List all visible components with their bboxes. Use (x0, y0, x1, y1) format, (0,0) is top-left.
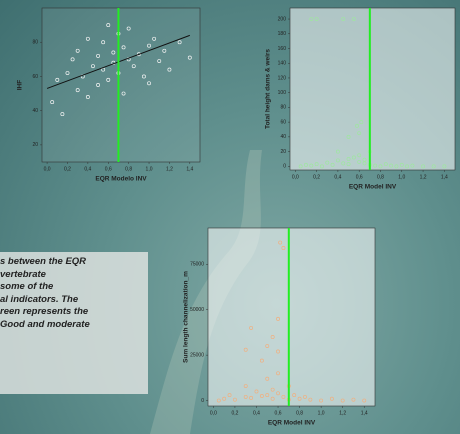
y-tick-label: 20 (280, 149, 286, 155)
x-tick-label: 1,2 (166, 166, 173, 172)
y-tick-label: 80 (280, 105, 286, 111)
x-tick-label: 1,2 (420, 174, 427, 180)
x-axis-title: EQR Modelo INV (95, 176, 147, 183)
x-tick-label: 0,4 (84, 166, 91, 172)
caption-line: al indicators. The (0, 294, 144, 307)
y-tick-label: 75000 (190, 262, 204, 268)
x-tick-label: 0,6 (356, 174, 363, 180)
y-tick-label: 50000 (190, 307, 204, 313)
caption-line: some of the (0, 281, 144, 294)
y-tick-label: 25000 (190, 352, 204, 358)
y-tick-label: 0 (201, 398, 204, 404)
y-tick-label: 40 (32, 108, 38, 114)
y-axis-title: Sum length channelization_m (183, 271, 190, 363)
x-tick-label: 0,6 (105, 166, 112, 172)
x-axis-title: EQR Model INV (349, 184, 397, 191)
caption-line: s between the EQR (0, 256, 144, 269)
x-tick-label: 1,0 (146, 166, 153, 172)
y-tick-label: 160 (278, 46, 287, 52)
x-tick-label: 0,2 (64, 166, 71, 172)
y-tick-label: 100 (278, 90, 287, 96)
x-tick-label: 0,6 (275, 410, 282, 416)
x-tick-label: 1,4 (186, 166, 193, 172)
y-tick-label: 180 (278, 31, 287, 37)
x-tick-label: 1,0 (318, 410, 325, 416)
y-tick-label: 60 (280, 119, 286, 125)
y-axis-title: Total height dams & weirs (265, 49, 272, 129)
y-tick-label: 40 (280, 134, 286, 140)
y-tick-label: 80 (32, 40, 38, 46)
y-axis-title: IHF (17, 80, 24, 91)
x-tick-label: 1,0 (398, 174, 405, 180)
y-tick-label: 0 (283, 164, 286, 170)
x-tick-label: 1,4 (441, 174, 448, 180)
y-tick-label: 20 (32, 142, 38, 148)
plot-area (42, 8, 200, 162)
x-tick-label: 1,2 (339, 410, 346, 416)
caption-line: vertebrate (0, 269, 144, 282)
x-tick-label: 0,4 (334, 174, 341, 180)
caption-line: reen represents the (0, 306, 144, 319)
x-tick-label: 0,8 (125, 166, 132, 172)
x-tick-label: 0,8 (296, 410, 303, 416)
x-tick-label: 1,4 (361, 410, 368, 416)
caption-line: Good and moderate (0, 319, 144, 332)
y-tick-label: 200 (278, 16, 287, 22)
slide: 0,0 0,2 0,4 0,6 0,8 1,0 1,2 1,4 20 40 60 80 EQR Mode… (0, 0, 460, 434)
y-tick-label: 60 (32, 74, 38, 80)
x-tick-label: 0,8 (377, 174, 384, 180)
x-tick-label: 0,4 (253, 410, 260, 416)
x-axis-title: EQR Model INV (268, 420, 316, 427)
x-tick-label: 0,2 (231, 410, 238, 416)
x-tick-label: 0,0 (44, 166, 51, 172)
plot-area (290, 8, 455, 170)
x-tick-label: 0,2 (313, 174, 320, 180)
plot-area (208, 228, 375, 406)
x-tick-label: 0,0 (292, 174, 299, 180)
y-tick-label: 140 (278, 61, 287, 67)
y-tick-label: 120 (278, 75, 287, 81)
x-tick-label: 0,0 (210, 410, 217, 416)
